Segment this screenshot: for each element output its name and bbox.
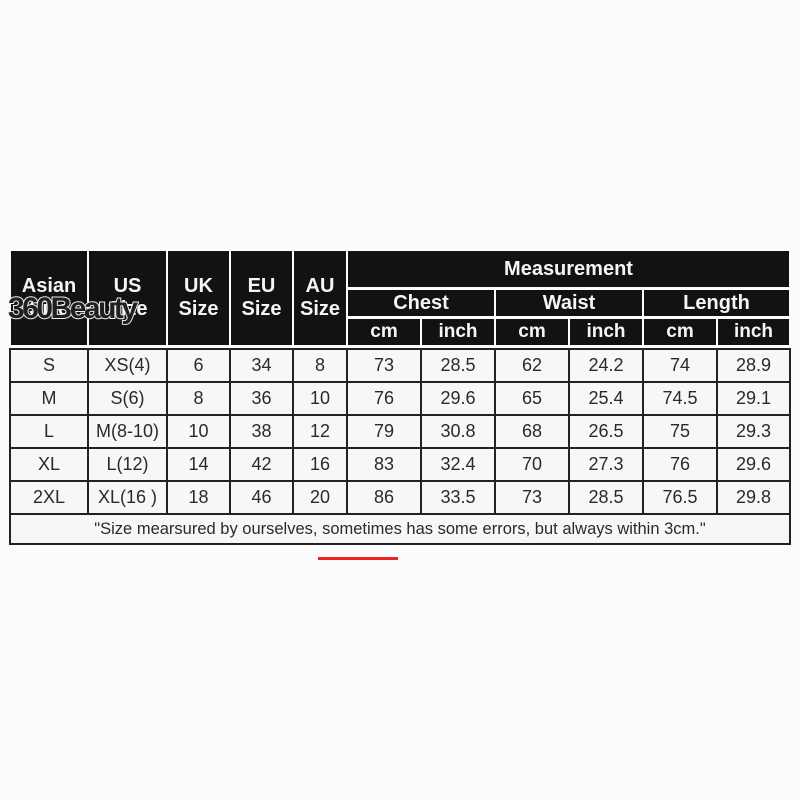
column-header-line: Size [299,298,341,320]
table-cell: 30.8 [422,416,494,447]
table-cell: 29.3 [718,416,789,447]
table-cell: 68 [496,416,568,447]
table-cell: M(8-10) [89,416,166,447]
column-header-line: Size [28,298,70,320]
table-cell: 73 [348,350,420,381]
table-cell: 29.8 [718,482,789,513]
table-cell: XL [11,449,87,480]
table-header: Asian Size US Size UK Size EU Size AU Si… [11,251,789,345]
column-header-line: US [113,275,142,297]
table-cell: 74.5 [644,383,716,414]
column-header-au-size: AU Size [294,251,346,345]
table-cell: L [11,416,87,447]
table-cell: 83 [348,449,420,480]
table-cell: 16 [294,449,346,480]
table-cell: 12 [294,416,346,447]
group-header-length: Length [644,290,789,316]
table-cell: M [11,383,87,414]
table-cell: 46 [231,482,292,513]
column-header-line: EU [247,275,276,297]
unit-header-cm: cm [644,319,716,345]
table-cell: 14 [168,449,229,480]
table-cell: 6 [168,350,229,381]
table-cell: 70 [496,449,568,480]
table-cell: 73 [496,482,568,513]
column-header-us-size: US Size [89,251,166,345]
table-cell: 79 [348,416,420,447]
column-header-line: UK [184,275,213,297]
table-cell: 28.5 [570,482,642,513]
table-cell: 29.6 [422,383,494,414]
table-cell: S [11,350,87,381]
column-header-line: Size [241,298,282,320]
group-header-waist: Waist [496,290,642,316]
table-cell: 32.4 [422,449,494,480]
table-cell: 28.5 [422,350,494,381]
table-cell: 26.5 [570,416,642,447]
unit-header-inch: inch [422,319,494,345]
table-body: S XS(4) 6 34 8 73 28.5 62 24.2 74 28.9 M… [9,348,791,545]
column-header-uk-size: UK Size [168,251,229,345]
table-cell: 42 [231,449,292,480]
table-cell: 76.5 [644,482,716,513]
table-cell: 76 [348,383,420,414]
table-cell: 10 [294,383,346,414]
column-header-line: Size [178,298,219,320]
column-header-asian-size: Asian Size [11,251,87,345]
table-cell: 34 [231,350,292,381]
table-cell: L(12) [89,449,166,480]
column-header-line: Asian [21,275,77,297]
group-header-chest: Chest [348,290,494,316]
table-cell: 74 [644,350,716,381]
table-cell: 65 [496,383,568,414]
measurement-note: "Size mearsured by ourselves, sometimes … [11,515,789,543]
table-cell: 33.5 [422,482,494,513]
table-cell: 8 [168,383,229,414]
table-cell: 62 [496,350,568,381]
table-cell: 38 [231,416,292,447]
table-cell: S(6) [89,383,166,414]
table-cell: 29.1 [718,383,789,414]
red-underline-mark [318,557,398,560]
table-cell: 20 [294,482,346,513]
column-header-eu-size: EU Size [231,251,292,345]
size-chart-table: Asian Size US Size UK Size EU Size AU Si… [9,251,791,545]
table-cell: 75 [644,416,716,447]
unit-header-cm: cm [496,319,568,345]
table-cell: 36 [231,383,292,414]
measurement-header: Measurement [348,251,789,287]
table-cell: 28.9 [718,350,789,381]
table-cell: 10 [168,416,229,447]
table-cell: XS(4) [89,350,166,381]
table-cell: 76 [644,449,716,480]
table-cell: 86 [348,482,420,513]
unit-header-inch: inch [718,319,789,345]
table-cell: XL(16 ) [89,482,166,513]
table-cell: 8 [294,350,346,381]
table-cell: 27.3 [570,449,642,480]
table-cell: 18 [168,482,229,513]
column-header-line: Size [107,298,148,320]
unit-header-inch: inch [570,319,642,345]
table-cell: 24.2 [570,350,642,381]
column-header-line: AU [305,275,335,297]
table-cell: 25.4 [570,383,642,414]
table-cell: 2XL [11,482,87,513]
unit-header-cm: cm [348,319,420,345]
watermark-360beauty: 360Beauty [7,291,139,326]
table-cell: 29.6 [718,449,789,480]
